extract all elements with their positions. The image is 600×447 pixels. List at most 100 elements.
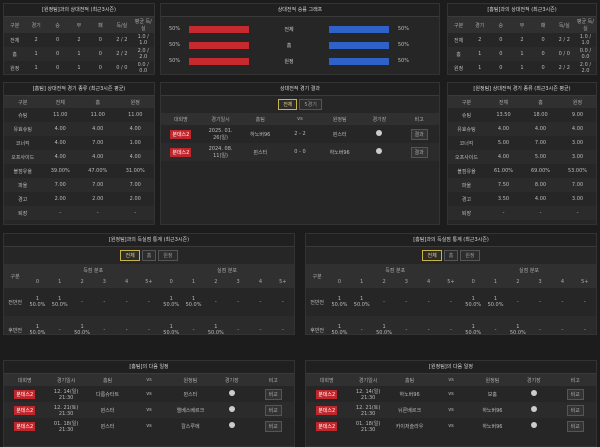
tab-bar: 전체 홈 원정 (306, 247, 596, 264)
tab[interactable]: 원정 (158, 250, 178, 261)
stadium-cell (359, 143, 400, 161)
tab[interactable]: 전체 (120, 250, 140, 261)
column-header: 구분 (448, 96, 485, 108)
sub-header: 4 (249, 276, 272, 288)
table-cell: 하노버96 (471, 402, 514, 418)
tab[interactable]: 홈 (141, 250, 157, 261)
row-button[interactable]: 비교 (264, 420, 282, 432)
tab[interactable]: 전체 (422, 250, 442, 261)
table-cell: 퇴장 (4, 206, 42, 220)
sub-header-row: 0 1 2 3 4 5+ 0 1 2 3 4 5+ (306, 276, 596, 288)
right-pct: 50% (397, 58, 409, 64)
league-badge: 분데스2 (14, 389, 36, 399)
row-label: 전체 (284, 26, 294, 33)
goal-table: 구분 득점 분포 실점 분포 0 1 2 3 4 5+ 0 1 2 3 4 5+ 전반전 1 50.0% 1 50.0… (4, 264, 294, 334)
row-button[interactable]: 비교 (566, 420, 584, 432)
table-cell: 4.00 (116, 122, 154, 136)
table-cell: - (116, 206, 154, 220)
header-row: 대회명 경기일시 홈팀 vs 원정팀 경기장 비고 (306, 374, 596, 386)
column-header: 무 (511, 17, 533, 33)
table-cell: 분데스2 (306, 386, 347, 402)
row-button[interactable]: 비교 (264, 404, 282, 416)
goal-pct: 50.0% (487, 302, 504, 308)
bar-track (329, 57, 389, 65)
table-cell: 하노버96 (399, 391, 420, 398)
goal-pct: 50.0% (331, 330, 348, 335)
sub-header: 1 (48, 276, 71, 288)
goal-cell: 1 50.0% (160, 316, 183, 334)
panel-title: 상대전적 승률 그래프 (161, 4, 439, 17)
column-header: 대회명 (4, 374, 46, 386)
row-button[interactable]: 비교 (566, 404, 584, 416)
column-header: 비고 (554, 374, 596, 386)
goal-cell: 1 50.0% (204, 316, 227, 334)
panel-title: 상대전적 경기 결과 (161, 83, 439, 96)
column-header: vs (430, 374, 472, 386)
table-row: 슈팅 11.00 11.00 11.00 (4, 108, 154, 122)
table-cell: 홈 (448, 47, 470, 61)
tab[interactable]: 원정 (460, 250, 480, 261)
row-button[interactable]: 결과 (410, 128, 428, 140)
goal-cell: 1 50.0% (49, 288, 71, 316)
column-header: vs (128, 374, 170, 386)
row-button[interactable]: 결과 (410, 146, 428, 158)
row-button[interactable]: 비교 (566, 388, 584, 400)
goal-cell: 1 50.0% (26, 316, 49, 334)
tab[interactable]: 5경기 (299, 99, 322, 110)
data-table: 구분 전체 홈 원정 슈팅 11.00 11.00 11.00 유효슈팅 4.00 4.00 4.00… (4, 96, 154, 220)
table-cell: 뮌스터 (86, 402, 129, 418)
panel: [홈팀]의 다음 일정 대회명 경기일시 홈팀 vs 원정팀 경기장 비고 분데스2 12. 14… (3, 360, 295, 447)
league-badge: 분데스2 (170, 147, 192, 157)
sub-header: 1 (350, 276, 373, 288)
table-cell: 31.00% (125, 168, 145, 174)
table-cell: 0 (541, 65, 545, 71)
sub-header: 3 (93, 276, 116, 288)
goal-cell: - (226, 316, 250, 334)
row-button[interactable]: 비교 (264, 388, 282, 400)
table-cell: 볼점유율 (13, 168, 32, 175)
table-cell: 코너킥 (15, 140, 30, 147)
goal-pct: 50.0% (353, 302, 370, 308)
home-bar (189, 57, 249, 65)
table-cell: 3.50 (497, 196, 510, 202)
column-header: 무 (68, 17, 90, 33)
sub-header: 3 (528, 276, 552, 288)
column-header: 대회명 (306, 374, 348, 386)
table-cell: 1 (511, 47, 533, 61)
panel: [홈팀] 상대전적 경기 종류 (최근3시즌 평균) 구분 전체 홈 원정 슈팅 11.00… (3, 82, 155, 225)
table-row: 파울 7.50 8.00 7.00 (448, 178, 596, 192)
group-header: 실점 분포 (462, 264, 596, 276)
column-header: 홈 (522, 96, 559, 108)
table-row: 볼점유율 61.00% 69.00% 53.00% (448, 164, 596, 178)
league-badge: 분데스2 (14, 421, 36, 431)
table-cell: 유효슈팅 (4, 122, 42, 136)
sub-header: 0 (328, 276, 351, 288)
table-cell: 69.00% (530, 168, 551, 174)
table-cell: 0 (98, 37, 102, 43)
goal-count: 1 (214, 324, 218, 330)
goal-cell: - (573, 316, 596, 334)
goal-table: 구분 득점 분포 실점 분포 0 1 2 3 4 5+ 0 1 2 3 4 5+ 전반전 1 50.0% 1 50.0… (306, 264, 596, 335)
table-cell: 비교 (554, 402, 596, 418)
table-cell: 0 (55, 37, 60, 43)
header-row: 대회명 경기일시 홈팀 vs 원정팀 경기장 비고 (161, 113, 439, 125)
stadium-icon (530, 422, 537, 428)
table-row: 퇴장 - - - (448, 206, 596, 220)
table-row: 볼점유율 39.00% 47.00% 31.00% (4, 164, 154, 178)
table-cell: 4.00 (485, 122, 522, 136)
table-cell: 하노버96 (319, 143, 360, 161)
table-cell: vs (146, 423, 152, 429)
table-cell: 1 (25, 47, 47, 61)
sub-header: 2 (506, 276, 529, 288)
table-cell: 오프사이드 (448, 150, 485, 164)
goal-row: 전반전 1 50.0% 1 50.0% - - - -1 50.0% 1 50.0% - - - - (306, 288, 596, 316)
goal-count: 1 (337, 324, 342, 330)
table-cell: 12. 14(일) 21:30 (355, 388, 381, 401)
table-cell: 39.00% (50, 168, 70, 174)
header-row: 구분 전체 홈 원정 (4, 96, 154, 108)
tab[interactable]: 홈 (443, 250, 459, 261)
tab[interactable]: 전체 (278, 99, 298, 110)
table-cell: 보훔 (487, 391, 497, 398)
stadium-icon (228, 406, 235, 412)
table-cell: 2.00 (92, 196, 104, 202)
